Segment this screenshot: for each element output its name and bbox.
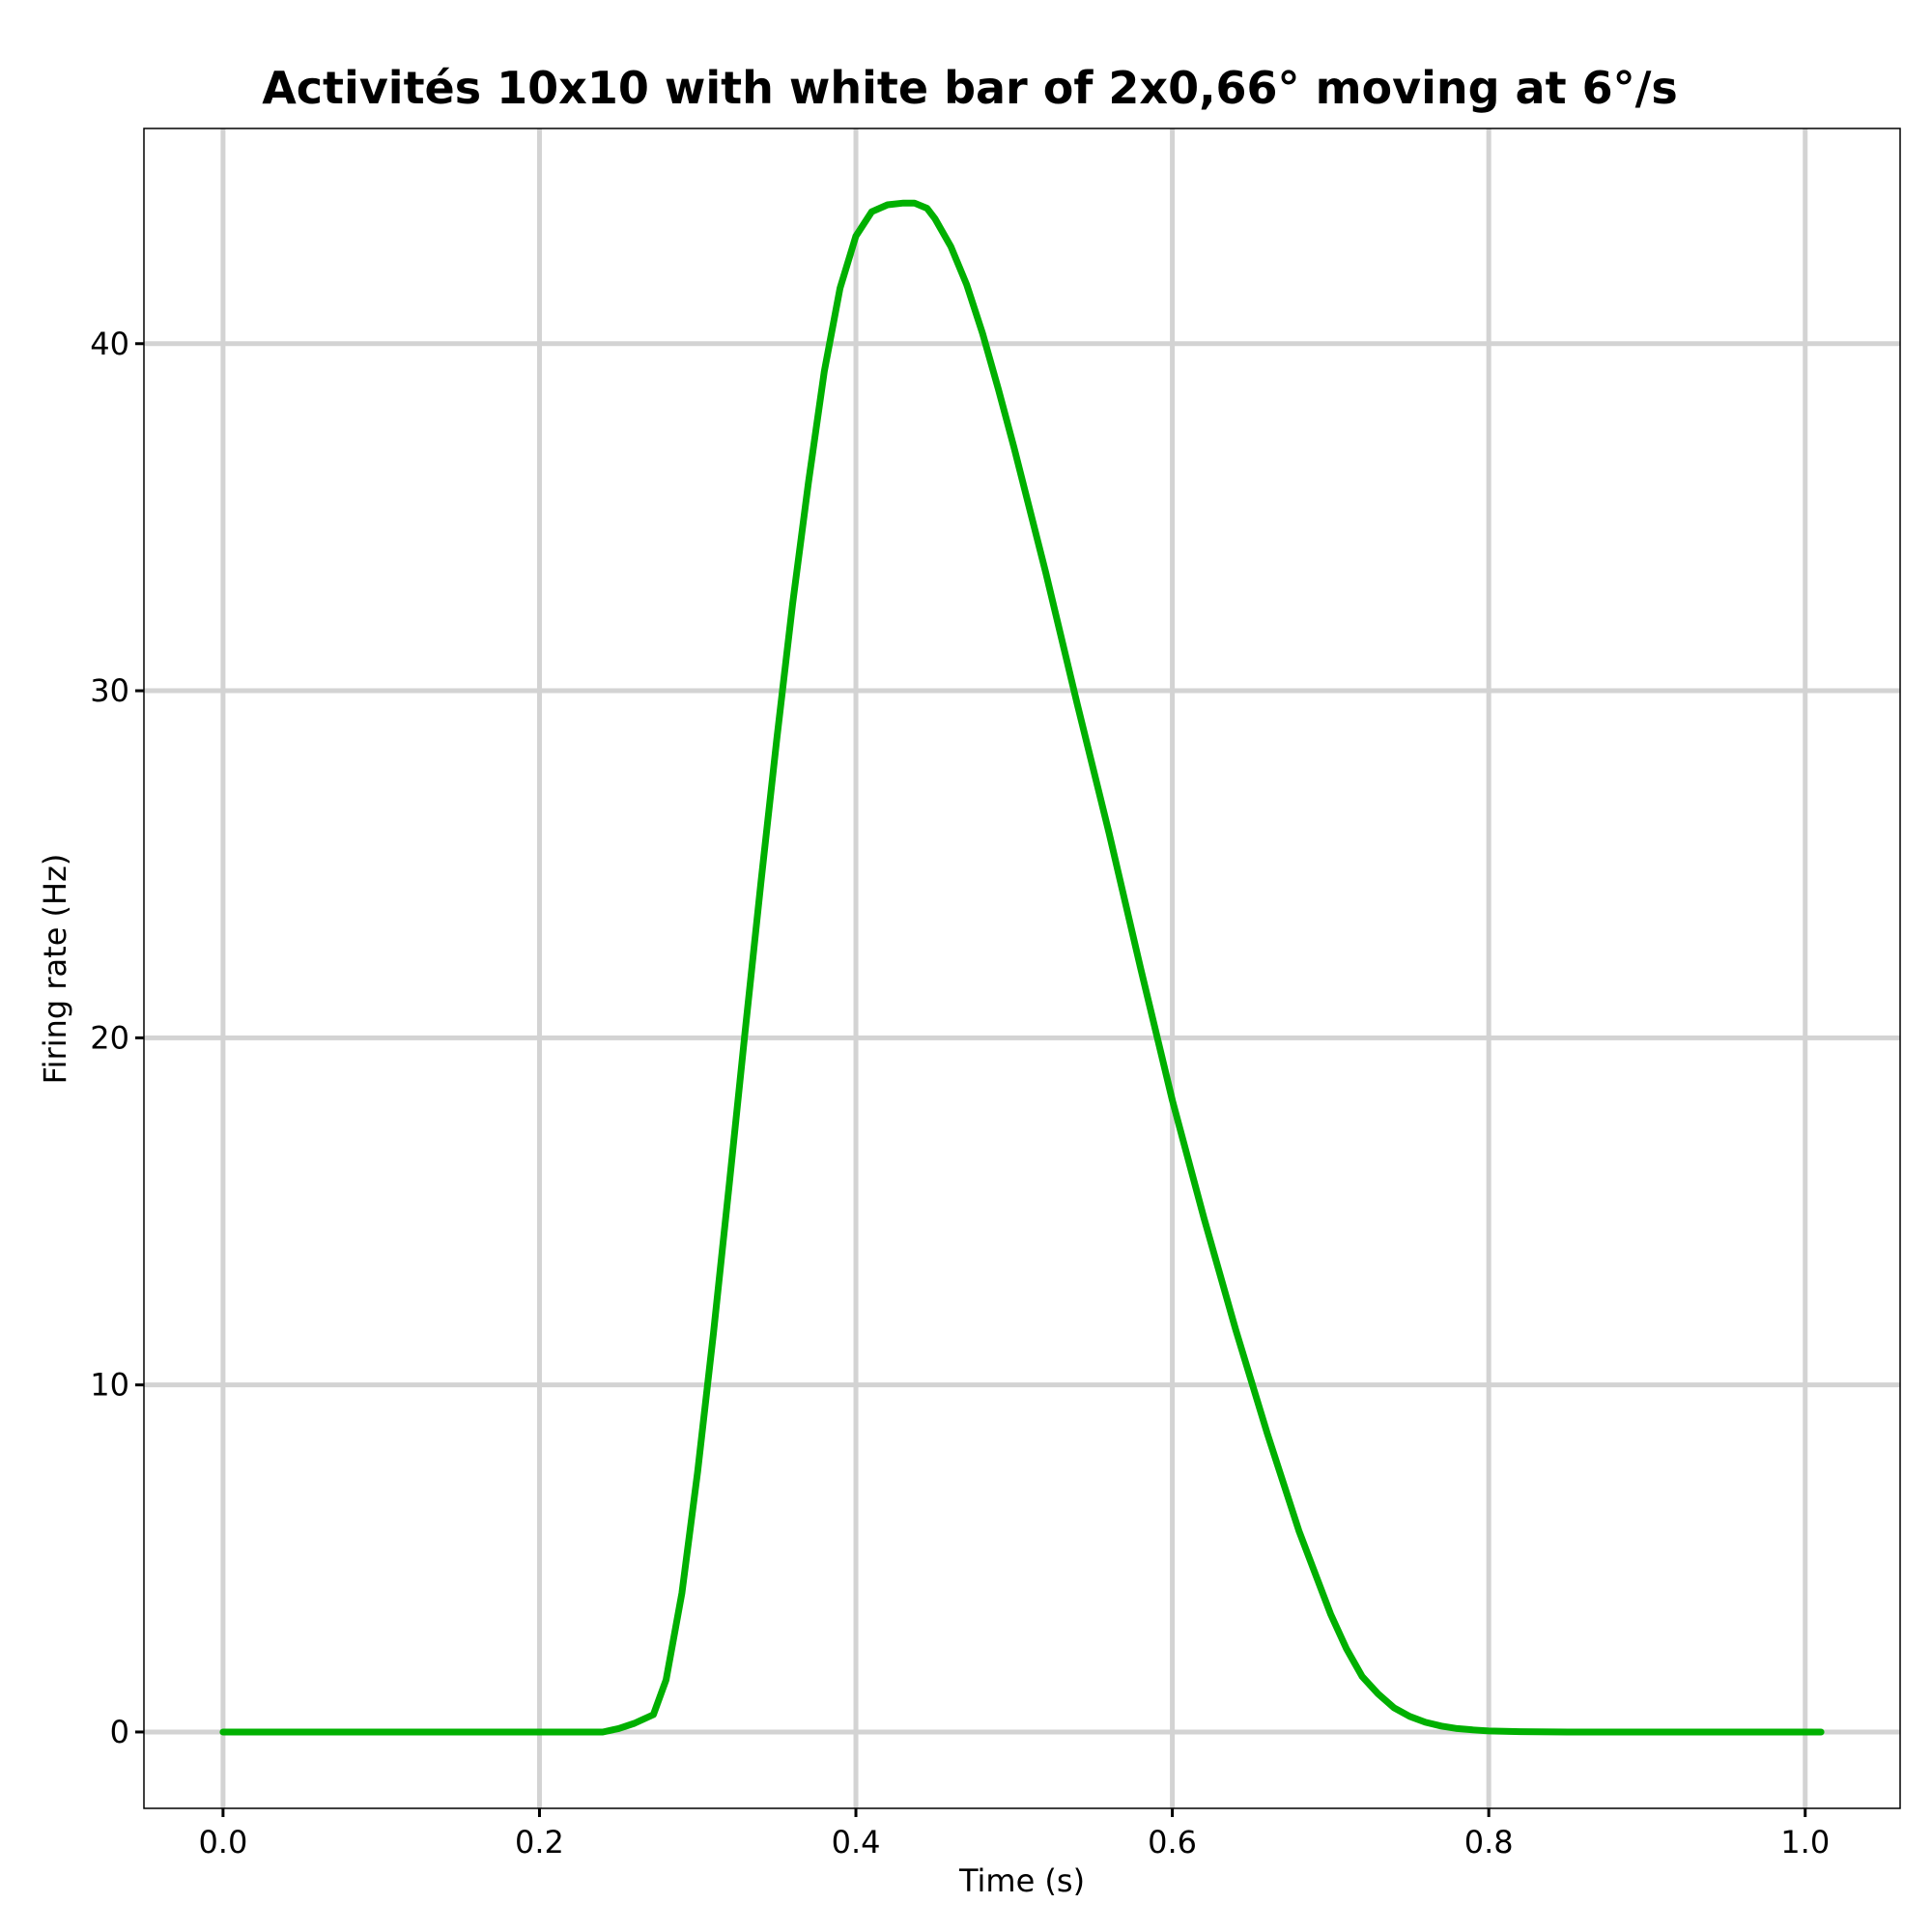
- x-tick-label: 0.8: [1464, 1824, 1514, 1861]
- y-tick-label: 40: [90, 326, 129, 362]
- y-axis-ticks: 0 10 20 30 40: [90, 326, 144, 1750]
- x-tick-label: 1.0: [1780, 1824, 1830, 1861]
- series-layer: [219, 199, 1825, 1736]
- y-tick-label: 10: [90, 1367, 129, 1404]
- firing-rate-line: [219, 199, 1825, 1736]
- plot-frame: [143, 128, 1901, 1809]
- x-tick-label: 0.2: [515, 1824, 564, 1861]
- y-axis-label: Firing rate (Hz): [37, 854, 73, 1085]
- y-tick-label: 0: [110, 1714, 129, 1750]
- x-axis-ticks: 0.0 0.2 0.4 0.6 0.8 1.0: [198, 1808, 1830, 1861]
- chart-title: Activités 10x10 with white bar of 2x0,66…: [262, 62, 1678, 114]
- x-axis-label: Time (s): [958, 1862, 1085, 1899]
- x-tick-label: 0.0: [198, 1824, 247, 1861]
- x-tick-label: 0.6: [1148, 1824, 1197, 1861]
- vertical-gridlines: [220, 128, 1808, 1808]
- y-tick-label: 30: [90, 672, 129, 709]
- y-tick-label: 20: [90, 1019, 129, 1056]
- x-tick-label: 0.4: [832, 1824, 881, 1861]
